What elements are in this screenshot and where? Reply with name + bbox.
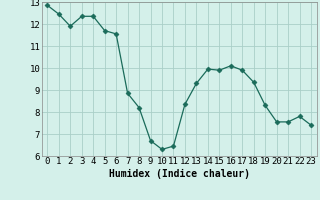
X-axis label: Humidex (Indice chaleur): Humidex (Indice chaleur) [109,169,250,179]
